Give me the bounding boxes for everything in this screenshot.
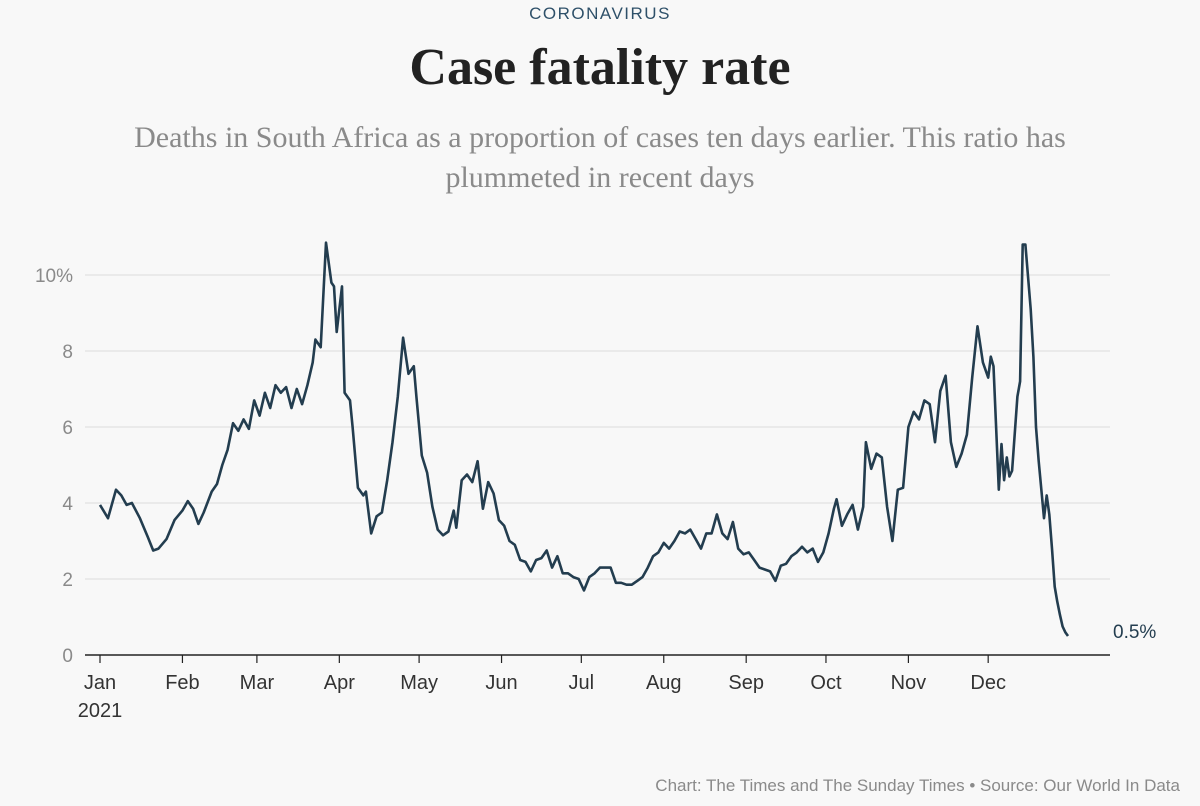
x-tick-label: Nov [891, 672, 927, 694]
x-tick-label: Mar [240, 672, 275, 694]
x-tick-label: Feb [165, 672, 199, 694]
x-tick-label: Apr [324, 672, 355, 694]
y-tick-label: 10% [35, 266, 73, 287]
section-kicker: CORONAVIRUS [529, 4, 671, 23]
y-tick-label: 8 [62, 342, 73, 363]
x-tick-label: Oct [810, 672, 842, 694]
y-tick-label: 6 [62, 418, 73, 439]
y-tick-label: 2 [62, 570, 73, 591]
x-tick-year-label: 2021 [78, 700, 123, 722]
source-credit: Chart: The Times and The Sunday Times • … [655, 776, 1180, 795]
x-tick-label: Sep [728, 672, 764, 694]
y-tick-label: 0 [62, 646, 73, 667]
x-tick-label: Jul [569, 672, 595, 694]
x-tick-label: May [400, 672, 438, 694]
y-tick-label: 4 [62, 494, 73, 515]
chart-subtitle: Deaths in South Africa as a proportion o… [134, 121, 1066, 194]
x-tick-label: Jun [485, 672, 517, 694]
x-tick-label: Aug [646, 672, 682, 694]
x-tick-label: Dec [970, 672, 1006, 694]
series-line [98, 241, 1070, 637]
gridlines [85, 274, 1110, 580]
chart-title: Case fatality rate [409, 39, 791, 96]
x-axis-ticks: Jan 2021 Feb Mar Apr May Jun Jul Aug Sep Oct Nov Dec [78, 655, 1006, 722]
x-tick-label: Jan [84, 672, 116, 694]
end-value-label: 0.5% [1113, 622, 1156, 643]
y-axis-ticks: 0 2 4 6 8 10% [35, 266, 73, 667]
